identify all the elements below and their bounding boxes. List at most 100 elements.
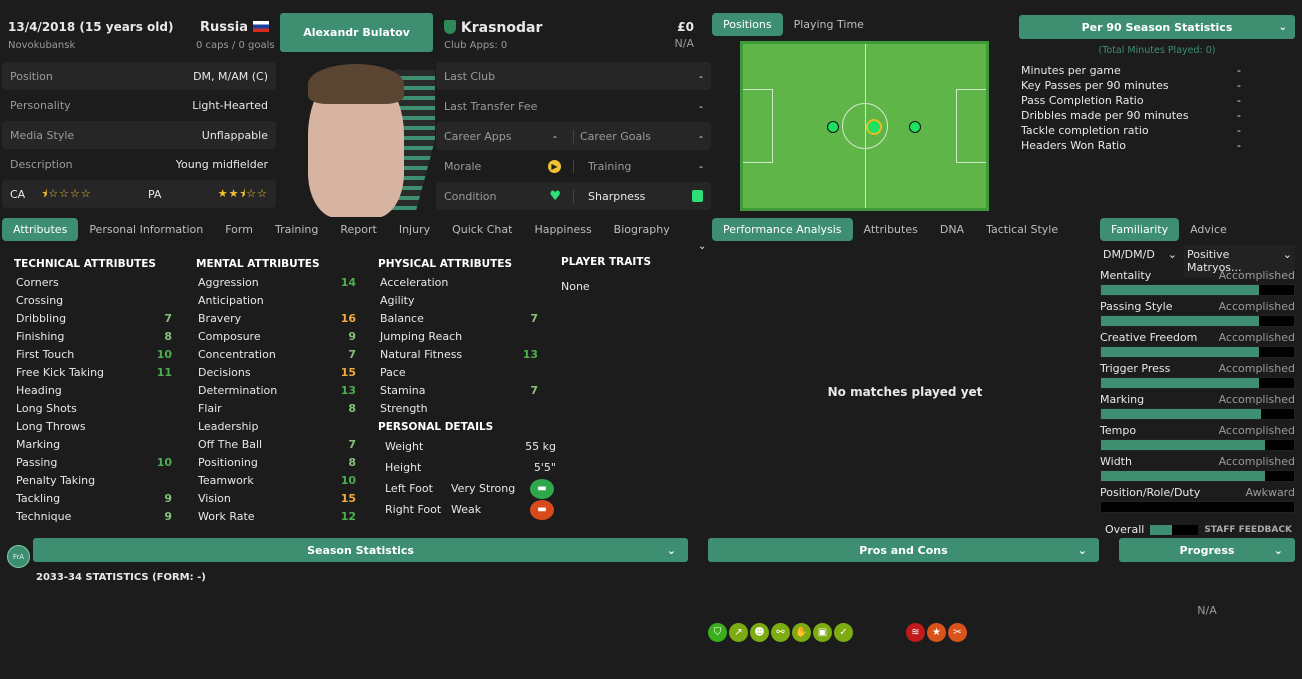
position-dm-left[interactable] [827, 121, 839, 133]
attribute-row[interactable]: First Touch 10 [14, 345, 174, 363]
overall-bar [1150, 524, 1199, 535]
tab-quick-chat[interactable]: Quick Chat [452, 223, 513, 236]
attribute-row[interactable]: Positioning 8 [196, 453, 358, 471]
season-statistics-dropdown[interactable]: Season Statistics ⌄ [33, 538, 688, 562]
attribute-row[interactable]: Bravery 16 [196, 309, 358, 327]
head-icon[interactable]: ☻ [750, 623, 769, 642]
tab-dna[interactable]: DNA [939, 223, 965, 236]
attribute-name: Pace [380, 365, 406, 379]
bio-label: Personality [10, 99, 71, 112]
tick-clipboard-icon[interactable]: ✓ [834, 623, 853, 642]
link-icon[interactable]: ⚯ [771, 623, 790, 642]
player-name-button[interactable]: Alexandr Bulatov [280, 13, 433, 52]
progress-dropdown[interactable]: Progress ⌄ [1119, 538, 1295, 562]
attribute-row[interactable]: Finishing 8 [14, 327, 174, 345]
handshake-icon[interactable]: ✋ [792, 623, 811, 642]
attribute-row[interactable]: Long Shots [14, 399, 174, 417]
attribute-row[interactable]: Penalty Taking [14, 471, 174, 489]
tab-report[interactable]: Report [340, 223, 377, 236]
attribute-row[interactable]: Heading [14, 381, 174, 399]
attribute-row[interactable]: Teamwork 10 [196, 471, 358, 489]
tab-injury[interactable]: Injury [398, 223, 431, 236]
attribute-row[interactable]: Stamina 7 [378, 381, 540, 399]
attribute-row[interactable]: Crossing [14, 291, 174, 309]
attribute-value: 13 [340, 383, 356, 397]
familiarity-bar [1100, 408, 1295, 420]
attribute-row[interactable]: Pace [378, 363, 540, 381]
attribute-row[interactable]: Anticipation [196, 291, 358, 309]
section-title: PLAYER TRAITS [561, 256, 652, 268]
attribute-row[interactable]: Off The Ball 7 [196, 435, 358, 453]
attribute-row[interactable]: Concentration 7 [196, 345, 358, 363]
tab-attributes[interactable]: Attributes [863, 223, 918, 236]
per90-dropdown[interactable]: Per 90 Season Statistics ⌄ [1019, 15, 1295, 39]
attribute-name: Strength [380, 401, 428, 415]
position-am[interactable] [909, 121, 921, 133]
tab-tactical-style[interactable]: Tactical Style [986, 223, 1059, 236]
tab-biography[interactable]: Biography [613, 223, 670, 236]
attribute-row[interactable]: Determination 13 [196, 381, 358, 399]
chevron-down-icon[interactable]: ⌄ [698, 241, 707, 252]
familiarity-label: Tempo [1100, 424, 1137, 437]
pitch-icon[interactable]: ▣ [813, 623, 832, 642]
tab-form[interactable]: Form [225, 223, 253, 236]
attribute-row[interactable]: Passing 10 [14, 453, 174, 471]
attribute-row[interactable]: Corners [14, 273, 174, 291]
tab-advice[interactable]: Advice [1190, 223, 1227, 236]
stat-label: Dribbles made per 90 minutes [1021, 109, 1189, 122]
tab-attributes[interactable]: Attributes [2, 218, 79, 241]
familiarity-level: Awkward [1245, 486, 1296, 499]
attribute-row[interactable]: Marking [14, 435, 174, 453]
nationality[interactable]: Russia [200, 20, 269, 35]
attribute-row[interactable]: Balance 7 [378, 309, 540, 327]
tab-positions[interactable]: Positions [712, 13, 783, 36]
attribute-row[interactable]: Acceleration [378, 273, 540, 291]
attribute-row[interactable]: Flair 8 [196, 399, 358, 417]
familiarity-bar [1100, 439, 1295, 451]
attribute-row[interactable]: Natural Fitness 13 [378, 345, 540, 363]
attribute-value: 15 [340, 365, 356, 379]
stat-row: Pass Completion Ratio - [1019, 93, 1243, 108]
attribute-row[interactable]: Long Throws [14, 417, 174, 435]
attribute-row[interactable]: Composure 9 [196, 327, 358, 345]
bio-row: Media Style Unflappable [2, 121, 276, 149]
staff-feedback-link[interactable]: STAFF FEEDBACK [1204, 524, 1292, 535]
tab-performance-analysis[interactable]: Performance Analysis [712, 218, 853, 241]
attribute-row[interactable]: Leadership [196, 417, 358, 435]
label: Sharpness [588, 189, 646, 203]
tab-familiarity[interactable]: Familiarity [1100, 218, 1180, 241]
attribute-row[interactable]: Free Kick Taking 11 [14, 363, 174, 381]
pros-cons-dropdown[interactable]: Pros and Cons ⌄ [708, 538, 1099, 562]
attribute-row[interactable]: Strength [378, 399, 540, 417]
position-select[interactable]: DM/DM/D ⌄ [1100, 245, 1180, 277]
tab-playing-time[interactable]: Playing Time [793, 18, 864, 31]
attribute-name: First Touch [16, 347, 75, 361]
tactic-select[interactable]: Positive Matryos... ⌄ [1184, 245, 1295, 277]
spring-icon[interactable]: ≋ [906, 623, 925, 642]
attribute-row[interactable]: Agility [378, 291, 540, 309]
attribute-row[interactable]: Work Rate 12 [196, 507, 358, 525]
attribute-row[interactable]: Technique 9 [14, 507, 174, 525]
attribute-row[interactable]: Dribbling 7 [14, 309, 174, 327]
shield-icon[interactable]: ⛉ [708, 623, 727, 642]
no-matches-message: No matches played yet [827, 385, 983, 399]
star-icon[interactable]: ★ [927, 623, 946, 642]
position-dm-natural[interactable] [866, 119, 882, 135]
attribute-row[interactable]: Aggression 14 [196, 273, 358, 291]
coach-badge[interactable]: FrA [7, 545, 30, 568]
club-link[interactable]: Krasnodar [444, 20, 542, 36]
attribute-row[interactable]: Tackling 9 [14, 489, 174, 507]
pa-stars: ★★⯨☆☆ [217, 186, 268, 200]
trend-up-icon[interactable]: ↗ [729, 623, 748, 642]
tab-personal-information[interactable]: Personal Information [89, 223, 204, 236]
tab-training[interactable]: Training [274, 223, 319, 236]
section-title: Progress [1179, 543, 1235, 557]
stat-label: Key Passes per 90 minutes [1021, 79, 1169, 92]
tab-happiness[interactable]: Happiness [534, 223, 592, 236]
broken-icon[interactable]: ✂ [948, 623, 967, 642]
attribute-row[interactable]: Decisions 15 [196, 363, 358, 381]
familiarity-item: Marking Accomplished [1100, 393, 1295, 420]
attribute-row[interactable]: Vision 15 [196, 489, 358, 507]
attribute-row[interactable]: Jumping Reach [378, 327, 540, 345]
morale-okay-icon[interactable]: ▶ [548, 159, 561, 173]
